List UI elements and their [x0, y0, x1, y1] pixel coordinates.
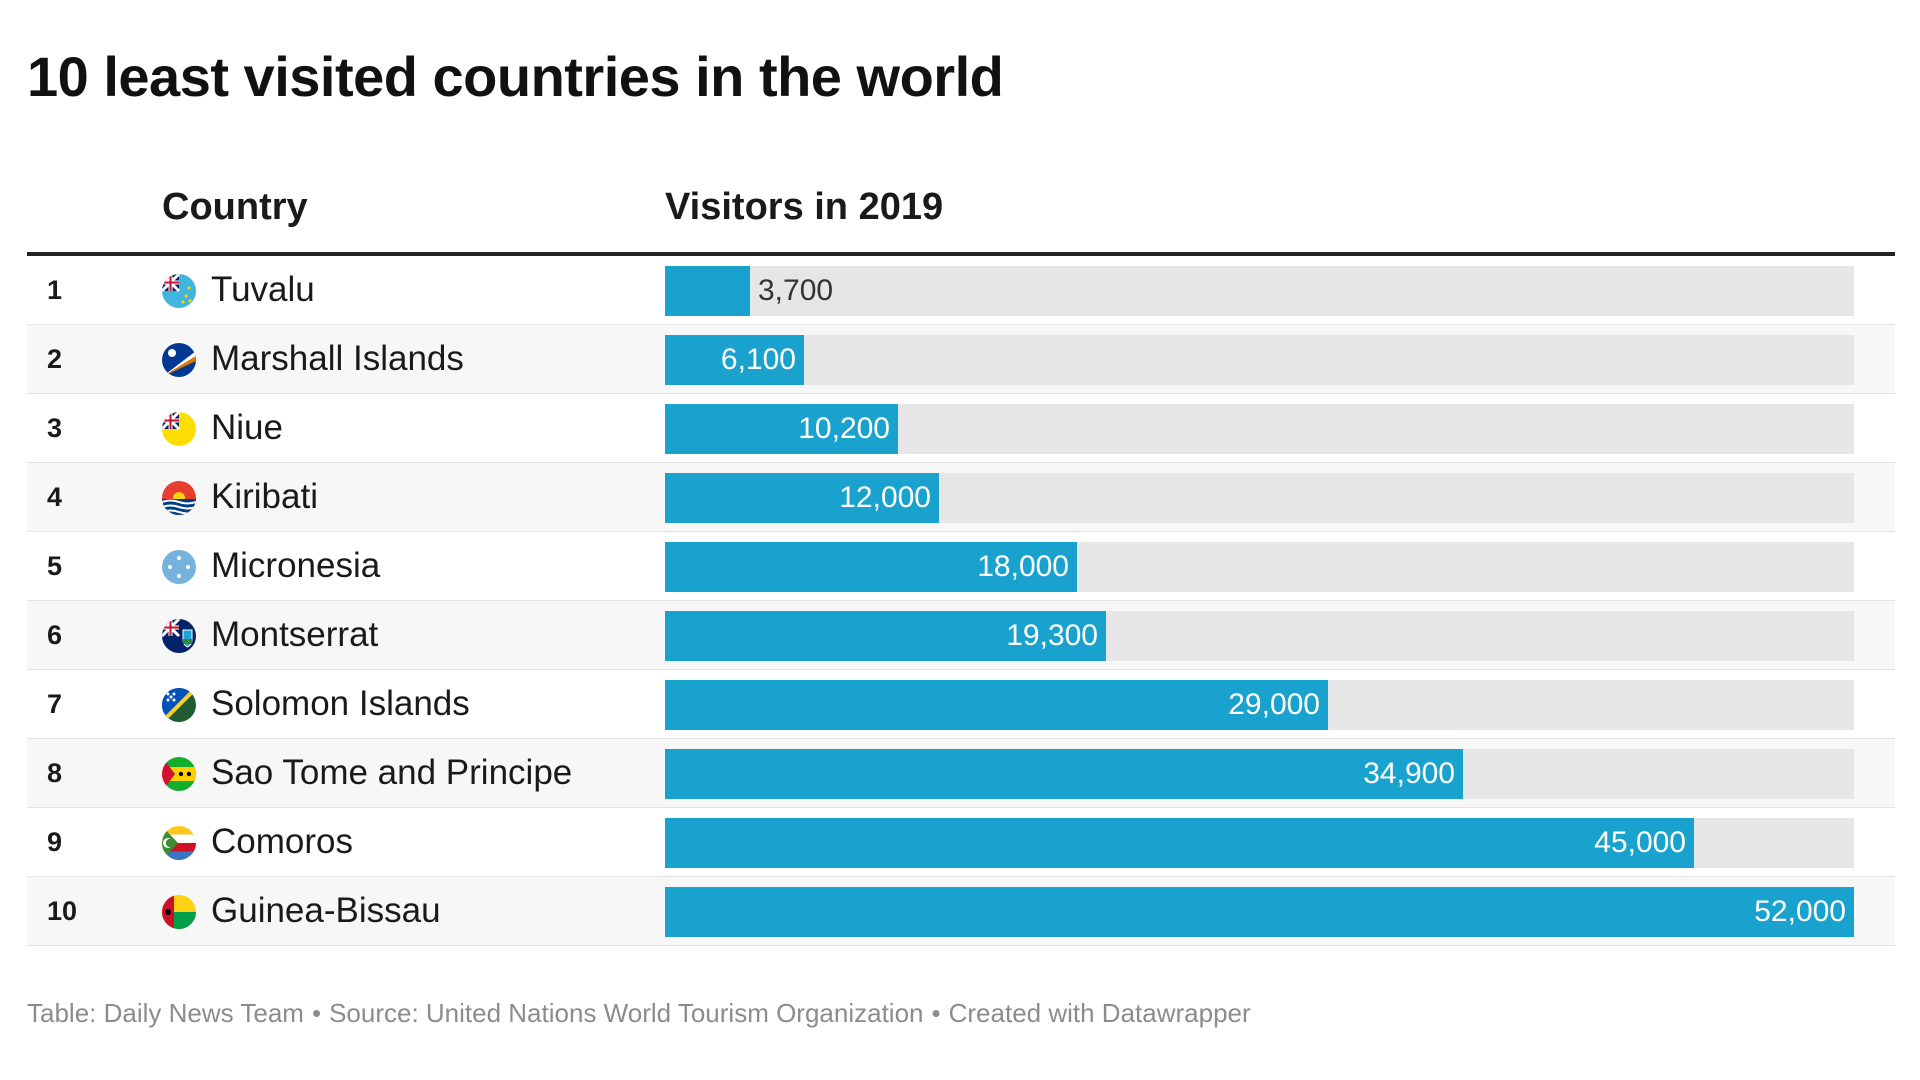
table-header: Country Visitors in 2019	[27, 180, 1895, 256]
marshall-islands-flag-icon	[162, 343, 196, 377]
row-rank: 1	[47, 275, 63, 305]
row-rank: 8	[47, 758, 63, 788]
row-rank: 6	[47, 620, 63, 650]
kiribati-flag-icon	[162, 481, 196, 515]
bar	[665, 542, 1077, 592]
country-name: Guinea-Bissau	[211, 891, 441, 930]
country-name: Tuvalu	[211, 270, 315, 309]
bar	[665, 404, 898, 454]
bar	[665, 818, 1694, 868]
bar-track: 3,700	[665, 266, 1854, 316]
bar-value-label: 6,100	[720, 343, 796, 376]
bar	[665, 266, 750, 316]
footer-source: Source: United Nations World Tourism Org…	[329, 998, 924, 1028]
footer-created-with: Created with Datawrapper	[948, 998, 1251, 1028]
solomon-islands-flag-icon	[162, 688, 196, 722]
bar-value-label: 10,200	[798, 412, 890, 445]
table-row: 9 Comoros 45,000	[27, 808, 1895, 877]
bar-track: 18,000	[665, 542, 1854, 592]
table-body: 1 Tuvalu 3,700 2 Marshall Islands 6,100 3 Niue 1…	[27, 256, 1895, 946]
row-rank: 10	[47, 896, 78, 926]
row-rank: 5	[47, 551, 63, 581]
table-row: 7 Solomon Islands 29,000	[27, 670, 1895, 739]
bar-value-label: 29,000	[1228, 688, 1320, 721]
table-row: 1 Tuvalu 3,700	[27, 256, 1895, 325]
header-country: Country	[162, 186, 308, 228]
tuvalu-flag-icon	[162, 274, 196, 308]
row-rank: 4	[47, 482, 63, 512]
country-name: Micronesia	[211, 546, 381, 585]
row-rank: 2	[47, 344, 63, 374]
bar-value-label: 19,300	[1006, 619, 1098, 652]
chart-table: 10 least visited countries in the world …	[27, 0, 1895, 1080]
header-visitors: Visitors in 2019	[665, 186, 944, 228]
table-row: 5 Micronesia 18,000	[27, 532, 1895, 601]
country-name: Solomon Islands	[211, 684, 470, 723]
bar-value-label: 45,000	[1594, 826, 1686, 859]
table-row: 4 Kiribati 12,000	[27, 463, 1895, 532]
footer-table-credit: Table: Daily News Team	[27, 998, 304, 1028]
bar	[665, 749, 1463, 799]
bar-track: 19,300	[665, 611, 1854, 661]
montserrat-flag-icon	[162, 619, 196, 653]
row-rank: 9	[47, 827, 63, 857]
bar-value-label: 34,900	[1363, 757, 1455, 790]
bar	[665, 680, 1328, 730]
country-name: Comoros	[211, 822, 353, 861]
bar-track: 45,000	[665, 818, 1854, 868]
bar-value-label: 18,000	[977, 550, 1069, 583]
footer-separator: •	[931, 998, 941, 1028]
micronesia-flag-icon	[162, 550, 196, 584]
bar-track: 52,000	[665, 887, 1854, 937]
chart-title: 10 least visited countries in the world	[27, 45, 1004, 108]
country-name: Niue	[211, 408, 283, 447]
row-rank: 3	[47, 413, 63, 443]
sao-tome-and-principe-flag-icon	[162, 757, 196, 791]
bar-value-label: 12,000	[839, 481, 931, 514]
bar-track: 12,000	[665, 473, 1854, 523]
footer-separator: •	[311, 998, 322, 1028]
guinea-bissau-flag-icon	[162, 895, 196, 929]
chart-footer: Table: Daily News Team • Source: United Na…	[27, 998, 1251, 1029]
bar-value-label: 52,000	[1754, 895, 1846, 928]
bar	[665, 473, 939, 523]
bar-value-label: 3,700	[758, 274, 834, 307]
table-row: 3 Niue 10,200	[27, 394, 1895, 463]
bar-track: 34,900	[665, 749, 1854, 799]
row-rank: 7	[47, 689, 63, 719]
table-row: 10 Guinea-Bissau 52,000	[27, 877, 1895, 946]
table-row: 6 Montserrat 19,300	[27, 601, 1895, 670]
bar	[665, 335, 804, 385]
table-row: 2 Marshall Islands 6,100	[27, 325, 1895, 394]
country-name: Marshall Islands	[211, 339, 464, 378]
country-name: Kiribati	[211, 477, 318, 516]
bar-track: 29,000	[665, 680, 1854, 730]
bar	[665, 887, 1854, 937]
bar	[665, 611, 1106, 661]
country-name: Montserrat	[211, 615, 379, 654]
bar-track: 6,100	[665, 335, 1854, 385]
comoros-flag-icon	[162, 826, 196, 860]
bar-track: 10,200	[665, 404, 1854, 454]
table-row: 8 Sao Tome and Principe 34,900	[27, 739, 1895, 808]
country-name: Sao Tome and Principe	[211, 753, 573, 792]
niue-flag-icon	[162, 412, 196, 446]
